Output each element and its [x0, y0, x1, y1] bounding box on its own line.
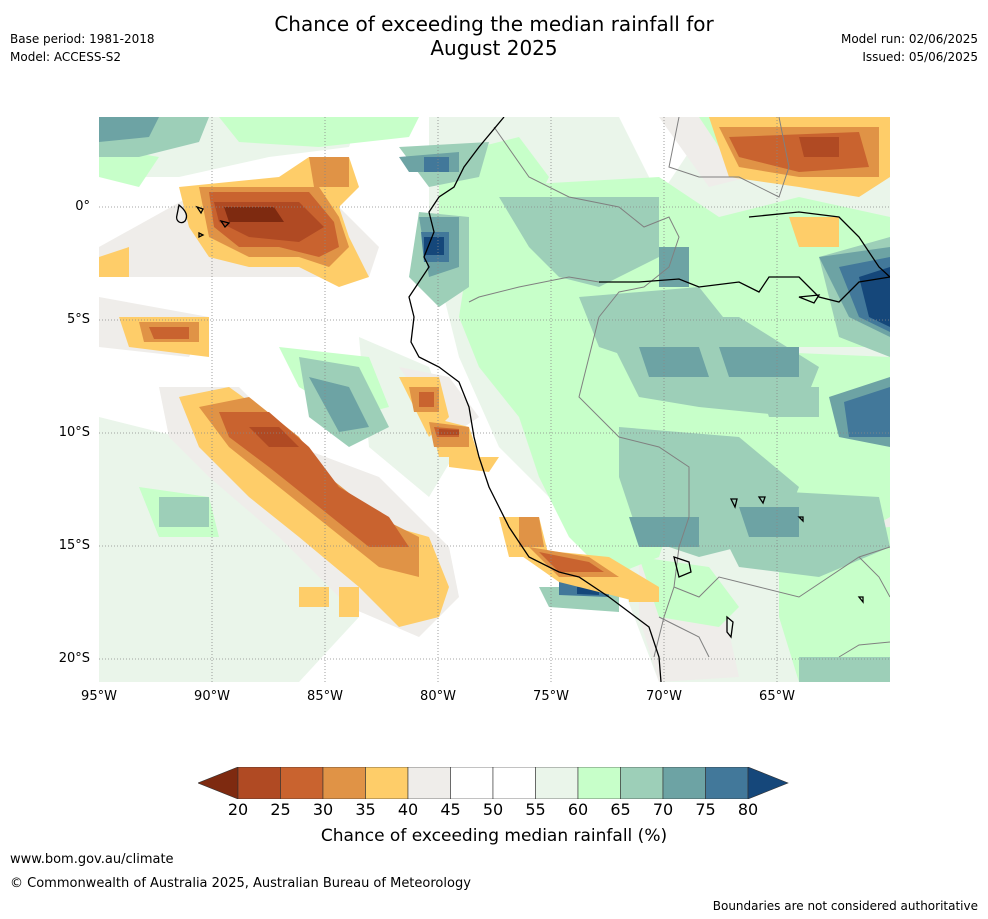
colorbar-tick-label: 55 — [525, 800, 546, 819]
lat-label-0: 0° — [75, 199, 90, 214]
footer-disclaimer: Boundaries are not considered authoritat… — [712, 899, 978, 913]
colorbar-tick-label: 35 — [355, 800, 376, 819]
country-boundaries — [468, 117, 890, 658]
colorbar — [198, 767, 789, 799]
lon-label-95w: 95°W — [81, 689, 117, 704]
colorbar-cell — [577, 767, 621, 799]
colorbar-cell — [365, 767, 409, 799]
lat-label-10s: 10°S — [58, 425, 90, 440]
field-below-20 — [224, 207, 284, 222]
model-run: Model run: 02/06/2025 — [840, 32, 978, 46]
lat-label-15s: 15°S — [58, 538, 90, 553]
colorbar-cell — [237, 767, 281, 799]
model-name: Model: ACCESS-S2 — [10, 50, 122, 64]
title-line-2: August 2025 — [430, 36, 558, 60]
lat-label-20s: 20°S — [58, 651, 90, 666]
colorbar-tick-label: 50 — [482, 800, 504, 819]
colorbar-cell — [322, 767, 366, 799]
colorbar-extend-high — [747, 767, 789, 799]
colorbar-cell — [450, 767, 494, 799]
colorbar-tick-label: 60 — [567, 800, 589, 819]
colorbar-cell — [705, 767, 749, 799]
colorbar-tick-label: 20 — [227, 800, 249, 819]
coastlines — [175, 117, 890, 682]
lat-label-5s: 5°S — [66, 312, 90, 327]
rainfall-map — [99, 117, 890, 682]
meta-left: Base period: 1981-2018 Model: ACCESS-S2 — [10, 30, 155, 66]
lon-label-75w: 75°W — [533, 689, 569, 704]
colorbar-cells — [198, 767, 789, 799]
colorbar-tick-label: 65 — [610, 800, 631, 819]
colorbar-title: Chance of exceeding median rainfall (%) — [320, 826, 668, 846]
lon-label-85w: 85°W — [307, 689, 343, 704]
colorbar-tick-label: 40 — [397, 800, 419, 819]
title-line-1: Chance of exceeding the median rainfall … — [274, 12, 714, 36]
colorbar-cell — [535, 767, 579, 799]
lon-label-70w: 70°W — [646, 689, 682, 704]
map-svg — [99, 117, 890, 682]
colorbar-cell — [662, 767, 706, 799]
colorbar-extend-low — [198, 767, 239, 799]
footer-copyright: © Commonwealth of Australia 2025, Austra… — [10, 876, 471, 891]
colorbar-tick-label: 25 — [270, 800, 291, 819]
colorbar-cell — [620, 767, 664, 799]
colorbar-tick-label: 70 — [652, 800, 674, 819]
colorbar-cell — [280, 767, 324, 799]
colorbar-tick-label: 75 — [695, 800, 716, 819]
lon-label-80w: 80°W — [420, 689, 456, 704]
colorbar-tick-label: 45 — [440, 800, 461, 819]
colorbar-tick-label: 80 — [737, 800, 759, 819]
colorbar-cell — [407, 767, 451, 799]
colorbar-cell — [492, 767, 536, 799]
meta-right: Model run: 02/06/2025 Issued: 05/06/2025 — [841, 30, 978, 66]
lon-label-90w: 90°W — [194, 689, 230, 704]
issued-date: Issued: 05/06/2025 — [862, 50, 978, 64]
gridlines — [99, 117, 890, 682]
base-period: Base period: 1981-2018 — [10, 32, 155, 46]
chart-title: Chance of exceeding the median rainfall … — [0, 12, 988, 60]
colorbar-tick-label: 30 — [312, 800, 334, 819]
footer-url: www.bom.gov.au/climate — [10, 852, 174, 867]
lon-label-65w: 65°W — [759, 689, 795, 704]
